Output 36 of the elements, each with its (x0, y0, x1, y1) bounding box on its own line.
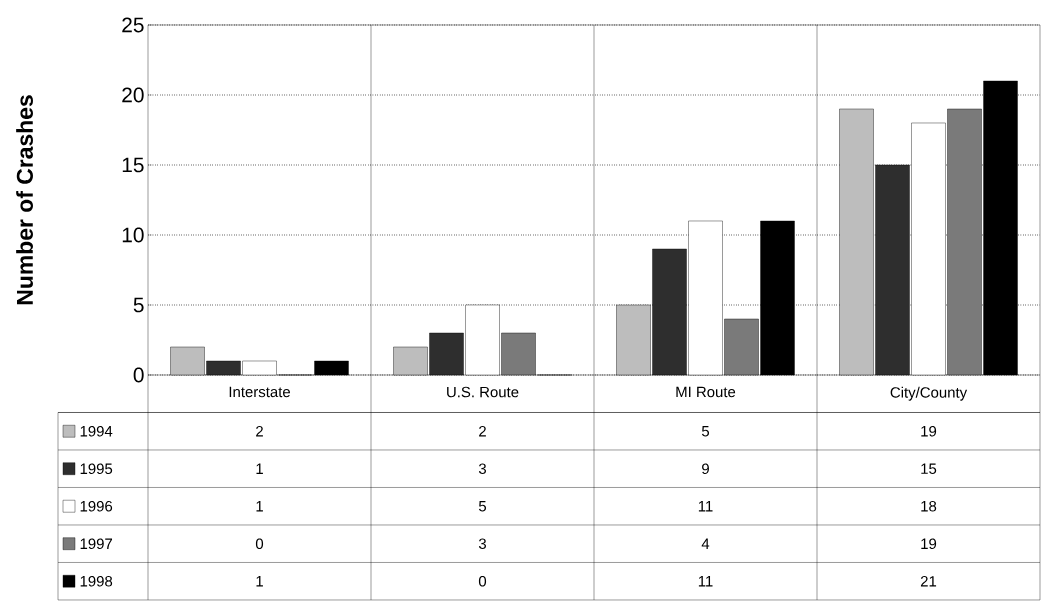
x-tick-label: MI Route (676, 386, 736, 398)
data-label: 5 (701, 426, 710, 437)
legend-label: 1998 (80, 575, 113, 587)
data-label: 1 (256, 576, 263, 587)
data-label: 4 (701, 538, 710, 549)
y-tick-label: 5 (133, 297, 144, 313)
data-label: 19 (921, 425, 937, 437)
data-label: 5 (478, 501, 487, 512)
data-label: 15 (921, 463, 937, 474)
data-label: 2 (479, 426, 486, 437)
y-tick-label: 0 (133, 367, 144, 383)
data-label: 18 (921, 500, 937, 512)
y-tick-label: 20 (122, 87, 144, 103)
data-label: 11 (698, 501, 713, 512)
y-tick-label: 25 (122, 17, 144, 33)
data-label: 0 (255, 538, 264, 550)
data-label: 1 (256, 463, 263, 474)
legend-label: 1997 (80, 538, 113, 550)
x-tick-label: City/County (890, 386, 968, 401)
y-tick-label: 10 (122, 227, 144, 243)
data-label: 3 (478, 463, 487, 475)
legend-label: 1994 (80, 425, 113, 437)
data-label: 1 (256, 501, 263, 512)
legend-label: 1996 (80, 500, 113, 512)
x-tick-label: U.S. Route (447, 386, 519, 398)
data-label: 2 (256, 426, 263, 437)
data-label: 0 (478, 575, 487, 587)
x-tick-label: Interstate (229, 386, 290, 398)
data-label: 19 (921, 538, 937, 550)
data-label: 9 (702, 463, 709, 475)
y-axis-title: Number of Crashes (16, 95, 33, 305)
data-label: 21 (920, 576, 937, 587)
legend-label: 1995 (80, 463, 113, 475)
data-label: 3 (478, 538, 487, 550)
data-label: 11 (698, 576, 713, 587)
y-tick-label: 15 (122, 157, 144, 173)
